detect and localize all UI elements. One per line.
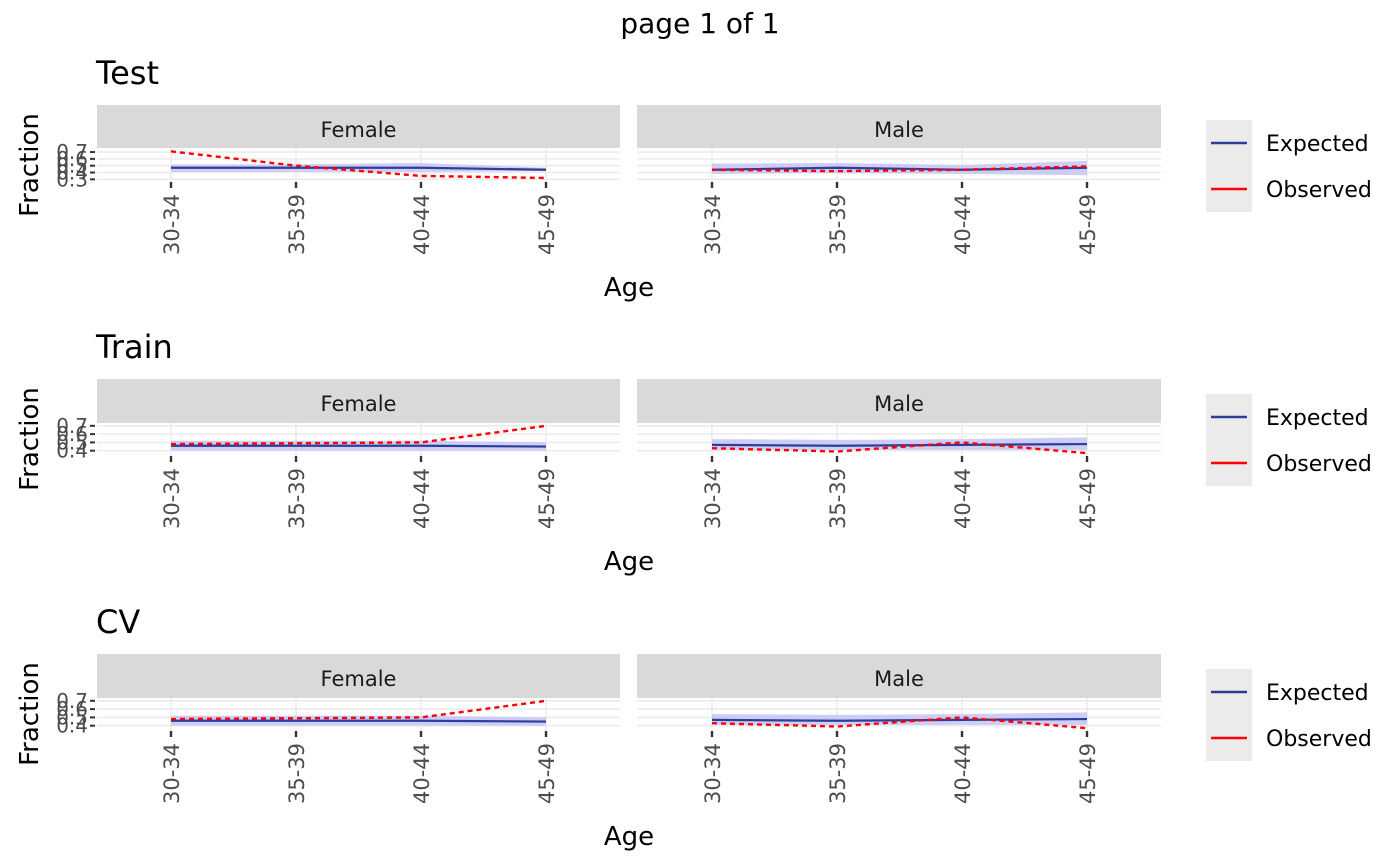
facet-strip xyxy=(97,105,620,151)
facet-strip-label: Female xyxy=(321,392,397,416)
legend-label-observed: Observed xyxy=(1266,452,1372,477)
x-tick-label: 40-44 xyxy=(951,194,975,255)
expected-line xyxy=(171,166,547,171)
panel-female: Female 30-34 35-39 40-44 45-49 0.40.50.60.7 xyxy=(56,379,620,529)
x-tick-label: 45-49 xyxy=(535,743,559,804)
chart-rows: Test Fraction Age Female 30-34 35-39 40-44 45-4… xyxy=(15,54,1372,852)
y-tick-label: 0.5 xyxy=(56,154,88,178)
x-tick-label: 45-49 xyxy=(535,194,559,255)
chart-row-test: Test Fraction Age Female 30-34 35-39 40-44 45-4… xyxy=(15,54,1372,303)
x-tick-label: 35-39 xyxy=(285,194,309,255)
row-title: Train xyxy=(95,328,173,366)
legend: Expected Observed xyxy=(1206,669,1372,761)
expected-line xyxy=(171,719,547,723)
x-tick-label: 45-49 xyxy=(1076,743,1100,804)
y-tick-label: 0.7 xyxy=(56,140,88,164)
legend-label-expected: Expected xyxy=(1266,681,1369,706)
panel-male: Male 30-34 35-39 40-44 45-49 xyxy=(637,379,1161,529)
legend: Expected Observed xyxy=(1206,394,1372,486)
facet-strip-label: Female xyxy=(321,118,397,142)
legend-label-expected: Expected xyxy=(1266,132,1369,157)
x-tick-label: 35-39 xyxy=(285,468,309,529)
x-tick-label: 30-34 xyxy=(160,468,184,529)
panel-female: Female 30-34 35-39 40-44 45-49 0.30.40.50.60.… xyxy=(56,105,620,255)
x-tick-label: 35-39 xyxy=(826,194,850,255)
y-axis-label: Fraction xyxy=(15,662,45,766)
row-title: CV xyxy=(96,603,140,641)
y-tick-label: 0.6 xyxy=(56,422,88,446)
expected-ribbon xyxy=(712,712,1087,725)
legend-key-background xyxy=(1206,394,1252,486)
y-tick-label: 0.7 xyxy=(56,414,88,438)
facet-strip xyxy=(637,379,1161,425)
x-tick-label: 30-34 xyxy=(701,743,725,804)
x-tick-label: 40-44 xyxy=(951,743,975,804)
x-tick-label: 30-34 xyxy=(160,194,184,255)
x-tick-label: 35-39 xyxy=(826,743,850,804)
y-tick-label: 0.6 xyxy=(56,697,88,721)
panel-male: Male 30-34 35-39 40-44 45-49 xyxy=(637,105,1161,255)
expected-ribbon xyxy=(712,437,1087,450)
legend: Expected Observed xyxy=(1206,120,1372,212)
facet-strip xyxy=(637,654,1161,700)
legend-label-expected: Expected xyxy=(1266,406,1369,431)
facet-strip xyxy=(97,654,620,700)
y-tick-label: 0.3 xyxy=(56,167,88,191)
y-tick-label: 0.4 xyxy=(56,161,88,185)
y-axis-label: Fraction xyxy=(15,387,45,491)
x-tick-label: 45-49 xyxy=(1076,468,1100,529)
y-tick-label: 0.4 xyxy=(56,439,88,463)
chart-row-train: Train Fraction Age Female 30-34 35-39 40-44 45-… xyxy=(15,328,1372,577)
x-tick-label: 40-44 xyxy=(410,194,434,255)
expected-line xyxy=(711,442,1088,447)
expected-line xyxy=(711,717,1088,722)
y-axis-label: Fraction xyxy=(15,113,45,217)
y-tick-label: 0.5 xyxy=(56,705,88,729)
y-tick-label: 0.5 xyxy=(56,430,88,454)
chart-row-cv: CV Fraction Age Female 30-34 35-39 40-44 45-49 0… xyxy=(15,603,1372,852)
x-tick-label: 45-49 xyxy=(1076,194,1100,255)
x-tick-label: 35-39 xyxy=(826,468,850,529)
x-axis-label: Age xyxy=(604,273,654,303)
panel-male: Male 30-34 35-39 40-44 45-49 xyxy=(637,654,1161,804)
panel-female: Female 30-34 35-39 40-44 45-49 0.40.50.60.7 xyxy=(56,654,620,804)
legend-label-observed: Observed xyxy=(1266,178,1372,203)
x-tick-label: 45-49 xyxy=(535,468,559,529)
facet-strip-label: Male xyxy=(874,118,924,142)
facet-strip xyxy=(637,105,1161,151)
x-tick-label: 30-34 xyxy=(701,468,725,529)
facet-strip-label: Male xyxy=(874,392,924,416)
facet-strip-label: Female xyxy=(321,667,397,691)
x-tick-label: 40-44 xyxy=(951,468,975,529)
y-tick-label: 0.4 xyxy=(56,714,88,738)
x-tick-label: 35-39 xyxy=(285,743,309,804)
x-tick-label: 30-34 xyxy=(701,194,725,255)
x-axis-label: Age xyxy=(604,822,654,852)
legend-key-background xyxy=(1206,669,1252,761)
facet-strip-label: Male xyxy=(874,667,924,691)
expected-line xyxy=(711,166,1088,171)
x-tick-label: 40-44 xyxy=(410,743,434,804)
legend-label-observed: Observed xyxy=(1266,727,1372,752)
x-tick-label: 30-34 xyxy=(160,743,184,804)
x-tick-label: 40-44 xyxy=(410,468,434,529)
y-tick-label: 0.7 xyxy=(56,689,88,713)
facet-strip xyxy=(97,379,620,425)
legend-key-background xyxy=(1206,120,1252,212)
y-tick-label: 0.6 xyxy=(56,147,88,171)
page-title: page 1 of 1 xyxy=(620,7,779,40)
expected-line xyxy=(171,444,547,448)
row-title: Test xyxy=(95,54,159,92)
x-axis-label: Age xyxy=(604,547,654,577)
